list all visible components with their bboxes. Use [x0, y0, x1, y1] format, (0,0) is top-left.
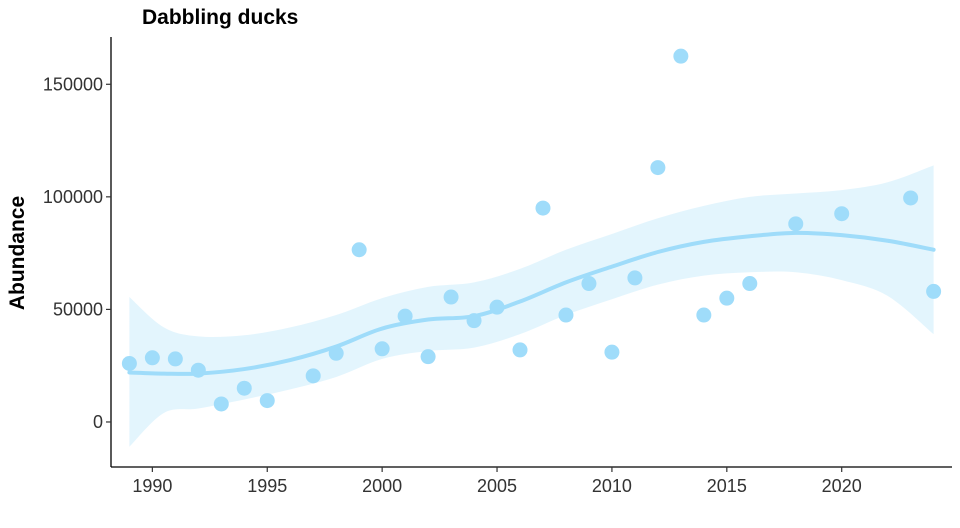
data-point: [328, 345, 344, 361]
x-tick-label: 2015: [707, 476, 747, 496]
x-tick-label: 2020: [822, 476, 862, 496]
data-point: [167, 351, 183, 367]
data-point: [397, 308, 413, 324]
smooth-trend-line: [127, 230, 936, 376]
y-tick-label: 150000: [43, 74, 103, 94]
data-point: [236, 380, 252, 396]
data-points-layer: [121, 48, 942, 412]
data-point: [834, 206, 850, 222]
data-point: [259, 393, 275, 409]
x-tick-label: 1995: [247, 476, 287, 496]
data-point: [374, 341, 390, 357]
data-point: [788, 216, 804, 232]
confidence-band-layer: [129, 165, 934, 447]
data-point: [443, 289, 459, 305]
data-point: [190, 362, 206, 378]
chart-title: Dabbling ducks: [142, 6, 298, 29]
y-tick-label: 100000: [43, 187, 103, 207]
data-point: [627, 270, 643, 286]
data-point: [581, 276, 597, 292]
data-point: [742, 276, 758, 292]
y-tick-label: 50000: [53, 299, 103, 319]
data-point: [926, 283, 942, 299]
data-point: [673, 48, 689, 64]
y-axis-label: Abundance: [6, 196, 29, 310]
data-point: [604, 344, 620, 360]
data-point: [489, 299, 505, 315]
confidence-band: [129, 165, 934, 447]
data-point: [213, 396, 229, 412]
data-point: [420, 349, 436, 365]
data-point: [512, 342, 528, 358]
x-tick-label: 1990: [132, 476, 172, 496]
data-point: [903, 190, 919, 206]
x-tick-label: 2010: [592, 476, 632, 496]
data-point: [466, 313, 482, 329]
data-point: [650, 160, 666, 176]
axes-layer: [110, 37, 952, 468]
data-point: [305, 368, 321, 384]
data-point: [144, 350, 160, 366]
ticks-layer: 1990 1995 2000 2005 2010 2015 2020 0 50000 100000…: [43, 74, 862, 496]
x-tick-label: 2005: [477, 476, 517, 496]
data-point: [121, 355, 137, 371]
data-point: [558, 307, 574, 323]
smooth-line-layer: [127, 230, 936, 376]
data-point: [535, 200, 551, 216]
y-tick-label: 0: [93, 412, 103, 432]
data-point: [696, 307, 712, 323]
x-tick-label: 2000: [362, 476, 402, 496]
data-point: [719, 290, 735, 306]
data-point: [351, 242, 367, 258]
